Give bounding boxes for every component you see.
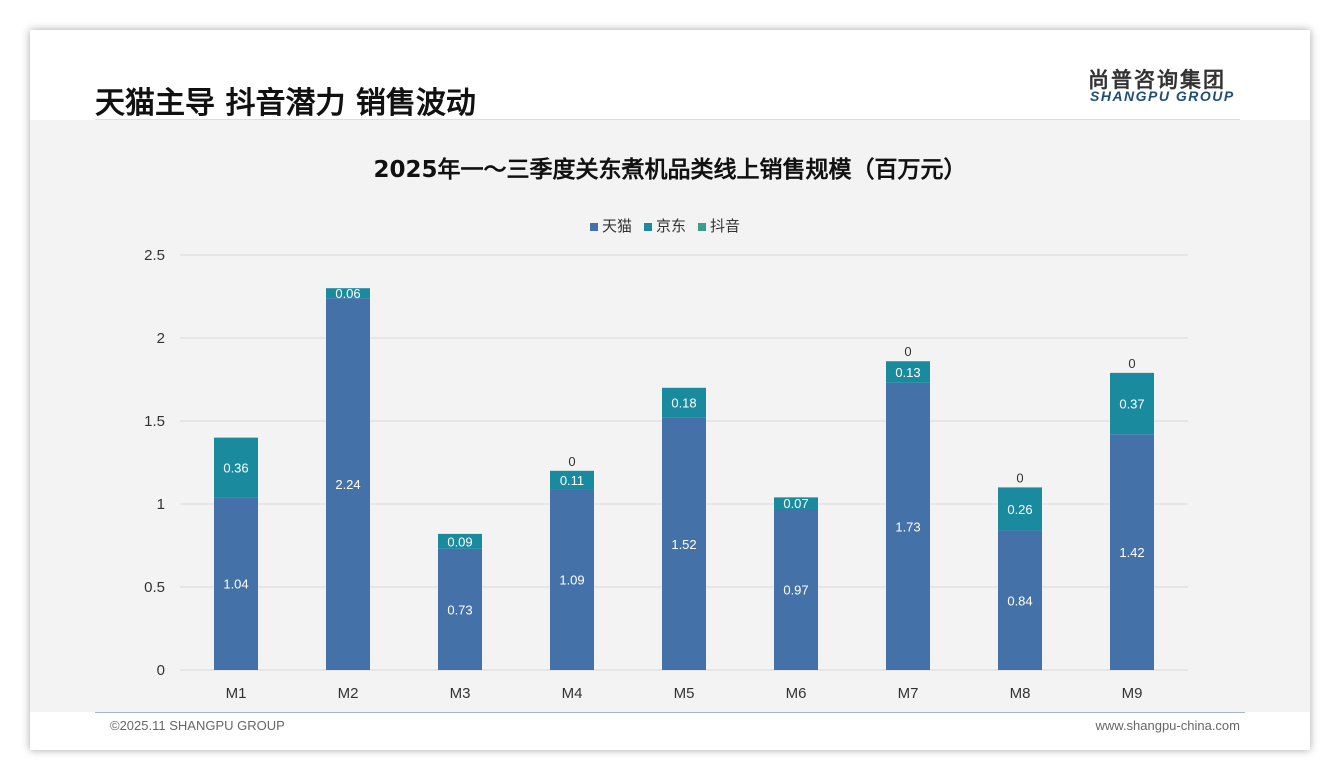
x-tick-label: M8: [1010, 685, 1031, 702]
data-label-jd: 0.06: [335, 286, 360, 301]
data-label-tmall: 0.84: [1007, 593, 1032, 608]
bar-tmall: [1110, 434, 1154, 670]
bar-tmall: [326, 298, 370, 670]
data-label-douyin: 0: [1016, 470, 1023, 485]
data-label-douyin: 0: [904, 344, 911, 359]
logo-cn: 尚普咨询集团: [1088, 68, 1226, 92]
x-tick-label: M7: [898, 685, 919, 702]
x-tick-label: M9: [1122, 685, 1143, 702]
data-label-tmall: 1.52: [671, 537, 696, 552]
chart-panel: 2025年一～三季度关东煮机品类线上销售规模（百万元） 天猫 京东 抖音 0 0.…: [30, 120, 1310, 712]
bar-tmall: [662, 417, 706, 670]
y-tick-label: 0.5: [144, 579, 165, 596]
bar-tmall: [774, 508, 818, 670]
bar-tmall: [438, 548, 482, 670]
data-label-douyin: 0: [1128, 356, 1135, 371]
bar-jd: [774, 497, 818, 509]
chart-title: 2025年一～三季度关东煮机品类线上销售规模（百万元）: [373, 157, 967, 183]
data-label-jd: 0.09: [447, 534, 472, 549]
x-tick-label: M2: [338, 685, 359, 702]
y-tick-label: 0: [157, 662, 165, 679]
y-tick-label: 1.5: [144, 413, 165, 430]
bar-jd: [998, 487, 1042, 531]
bar-jd: [214, 437, 258, 498]
data-label-tmall: 1.42: [1119, 545, 1144, 560]
y-tick-label: 2: [157, 330, 165, 347]
page-title: 天猫主导 抖音潜力 销售波动: [95, 86, 476, 121]
y-tick-label: 2.5: [144, 247, 165, 264]
bar-tmall: [214, 497, 258, 670]
bar-jd: [662, 387, 706, 418]
legend-item-douyin: 抖音: [698, 215, 740, 236]
legend-item-tmall: 天猫: [590, 215, 632, 236]
x-tick-label: M4: [562, 685, 583, 702]
bar-tmall: [998, 530, 1042, 670]
x-tick-label: M5: [674, 685, 695, 702]
data-label-jd: 0.07: [783, 496, 808, 511]
bar-jd: [550, 470, 594, 490]
data-label-tmall: 1.09: [559, 573, 584, 588]
data-label-douyin: 0: [568, 454, 575, 469]
logo-en: SHANGPU GROUP: [1090, 88, 1235, 104]
data-label-jd: 0.13: [895, 365, 920, 380]
x-tick-label: M3: [450, 685, 471, 702]
header-divider: [95, 119, 1240, 120]
bar-tmall: [550, 489, 594, 670]
y-tick-label: 1: [157, 496, 165, 513]
chart-svg: 00.511.522.5M11.040.36M22.240.06M30.730.…: [144, 247, 1188, 702]
data-label-jd: 0.26: [1007, 502, 1032, 517]
x-tick-label: M6: [786, 685, 807, 702]
data-label-jd: 0.11: [560, 473, 584, 488]
data-label-tmall: 1.04: [223, 577, 248, 592]
footer-website[interactable]: www.shangpu-china.com: [1095, 718, 1240, 733]
data-label-tmall: 2.24: [335, 477, 360, 492]
bar-jd: [438, 533, 482, 549]
bar-jd: [1110, 372, 1154, 435]
bar-jd: [886, 361, 930, 383]
footer-divider: [95, 712, 1245, 713]
data-label-jd: 0.37: [1119, 397, 1144, 412]
slide: 天猫主导 抖音潜力 销售波动 尚普咨询集团 SHANGPU GROUP 2025…: [30, 30, 1310, 750]
data-label-jd: 0.18: [671, 396, 696, 411]
legend-item-jd: 京东: [644, 215, 686, 236]
x-tick-label: M1: [226, 685, 247, 702]
legend: 天猫 京东 抖音: [590, 215, 740, 236]
data-label-jd: 0.36: [223, 460, 248, 475]
bar-tmall: [886, 382, 930, 670]
data-label-tmall: 1.73: [895, 519, 920, 534]
bar-jd: [326, 288, 370, 299]
data-label-tmall: 0.73: [447, 602, 472, 617]
footer-copyright: ©2025.11 SHANGPU GROUP: [110, 718, 285, 733]
data-label-tmall: 0.97: [783, 582, 808, 597]
